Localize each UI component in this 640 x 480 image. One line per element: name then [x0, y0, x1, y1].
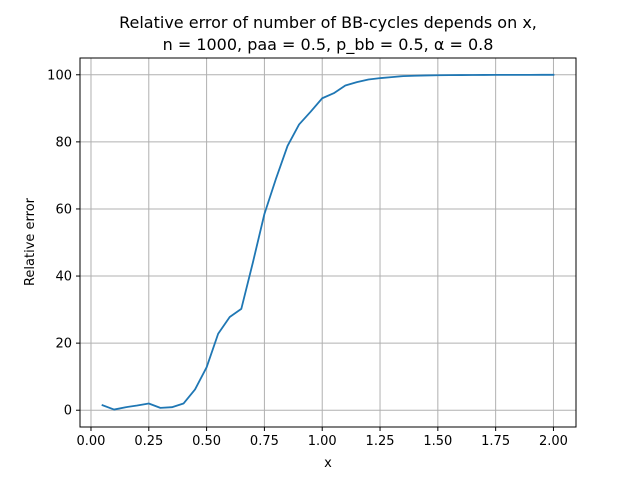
plot-frame — [79, 57, 577, 428]
y-tick-label: 60 — [55, 202, 72, 217]
x-tick-label: 0.00 — [77, 434, 106, 449]
x-tick-label: 1.75 — [481, 434, 510, 449]
y-axis-ticks: 0 20 40 60 80 100 — [47, 68, 80, 419]
x-tick-label: 1.25 — [366, 434, 395, 449]
x-tick-label: 2.00 — [539, 434, 568, 449]
y-tick-label: 0 — [64, 404, 72, 419]
series-layer — [101, 73, 555, 411]
chart-title: Relative error of number of BB-cycles de… — [119, 13, 537, 32]
x-axis-ticks: 0.00 0.25 0.50 0.75 1.00 1.25 1.50 1.75 2.00 — [77, 427, 568, 449]
x-tick-label: 1.50 — [423, 434, 452, 449]
y-tick-label: 20 — [55, 337, 72, 352]
x-tick-label: 0.75 — [250, 434, 279, 449]
x-tick-label: 1.00 — [308, 434, 337, 449]
y-tick-label: 80 — [55, 135, 72, 150]
y-tick-label: 100 — [47, 68, 72, 83]
y-tick-label: 40 — [55, 270, 72, 285]
series-line — [101, 73, 555, 411]
x-axis-label: x — [324, 456, 332, 471]
x-tick-label: 0.25 — [134, 434, 163, 449]
plot-area — [80, 58, 576, 427]
grid-lines — [80, 58, 576, 427]
y-axis-label: Relative error — [23, 197, 38, 286]
x-tick-label: 0.50 — [192, 434, 221, 449]
chart-subtitle: n = 1000, paa = 0.5, p_bb = 0.5, α = 0.8 — [163, 35, 494, 55]
